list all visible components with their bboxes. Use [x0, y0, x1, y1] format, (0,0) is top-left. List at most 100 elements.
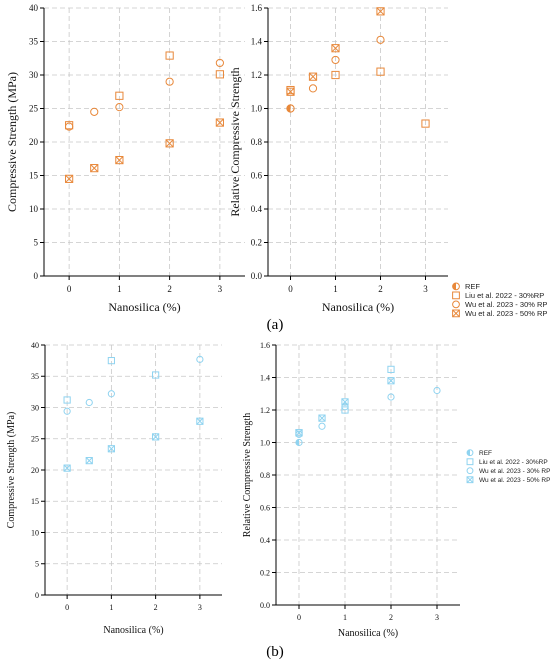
legend-label: Liu et al. 2022 - 30%RP	[479, 459, 548, 466]
data-point-cross-2	[341, 398, 349, 406]
data-point-box	[65, 174, 74, 183]
data-point-cross-2	[63, 464, 71, 472]
data-point	[115, 155, 124, 165]
data-point	[286, 104, 295, 113]
y-axis-label: Compressive Strength (MPa)	[5, 72, 19, 212]
y-tick-label: 0	[34, 271, 39, 281]
x-tick-label: 1	[109, 603, 113, 612]
y-tick-label: 5	[35, 560, 39, 569]
y-tick-label: 1.4	[260, 373, 270, 382]
data-point-fill	[286, 104, 291, 113]
x-tick-label: 0	[67, 284, 72, 294]
legend-label: Liu et al. 2022 - 30%RP	[465, 291, 544, 300]
data-point	[387, 365, 395, 373]
y-tick-label: 0.8	[251, 137, 263, 147]
panel-label-a: (a)	[267, 317, 284, 333]
y-tick-label: 25	[31, 435, 39, 444]
series-circle	[286, 35, 385, 113]
data-point-box	[107, 445, 115, 453]
series-halfcircle	[295, 438, 303, 447]
data-point	[115, 91, 124, 100]
legend-marker-outline	[466, 449, 474, 457]
legend-marker-cross-2	[466, 476, 474, 484]
data-point	[196, 355, 204, 363]
y-tick-label: 0.4	[260, 536, 270, 545]
series-square	[63, 357, 160, 404]
data-point-cross-2	[115, 156, 124, 165]
legend-marker-box	[452, 309, 460, 318]
data-point-box	[63, 464, 71, 472]
data-point-cross-2	[309, 72, 317, 81]
data-point-box	[115, 155, 124, 165]
x-axis-label: Nanosilica (%)	[322, 300, 394, 314]
data-point	[318, 414, 326, 422]
data-point	[65, 122, 74, 131]
data-point-cross-2	[107, 445, 115, 453]
x-tick-label: 1	[343, 613, 347, 622]
data-point-cross-2	[295, 429, 303, 437]
y-tick-label: 1.2	[251, 70, 262, 80]
legend-label: REF	[479, 450, 492, 457]
data-point	[308, 72, 318, 81]
y-tick-label: 0.2	[251, 238, 262, 248]
data-point	[433, 386, 441, 395]
data-point-box	[196, 417, 204, 425]
data-point-outline	[295, 438, 303, 447]
data-point-cross-2	[286, 87, 295, 96]
legend-marker	[452, 300, 460, 309]
data-point-cross-2	[196, 417, 204, 425]
y-axis-label: Relative Compressive Strength	[242, 413, 253, 537]
chart-b-left: 0 5 10 15 20 25 30 35 40 0 1 2 3 Nanosilica (%) Compre…	[6, 341, 222, 636]
series-squarex	[286, 7, 385, 96]
data-point-box	[295, 429, 303, 437]
x-axis-label: Nanosilica (%)	[338, 628, 398, 639]
data-point	[215, 70, 224, 79]
legend-marker-box	[466, 476, 474, 484]
data-point	[331, 70, 340, 80]
data-point-cross-2	[376, 7, 385, 16]
data-point	[341, 398, 349, 406]
y-tick-label: 0.4	[251, 204, 263, 214]
data-point-box	[85, 457, 93, 465]
y-tick-label: 10	[29, 204, 39, 214]
data-point	[215, 118, 224, 127]
data-point	[376, 7, 385, 16]
series-squarex	[295, 377, 395, 437]
legend-marker	[466, 449, 474, 457]
y-tick-label: 30	[29, 70, 39, 80]
y-tick-label: 20	[31, 466, 39, 475]
data-point-box	[331, 44, 340, 53]
y-tick-label: 5	[34, 238, 39, 248]
data-point	[107, 445, 115, 453]
x-tick-label: 3	[218, 284, 223, 294]
chart-a-right: 0.0 0.2 0.4 0.6 0.8 1.0 1.2 1.4 1.6 0 1 2 3 Nanosilic…	[228, 3, 547, 318]
legend-marker	[466, 458, 474, 466]
data-point-cross-2	[90, 164, 99, 173]
y-tick-label: 1.0	[251, 104, 263, 114]
data-point	[215, 58, 224, 68]
legend-marker	[452, 291, 460, 300]
y-tick-label: 1.2	[260, 406, 270, 415]
chart-b-right: 0.0 0.2 0.4 0.6 0.8 1.0 1.2 1.4 1.6 0 1 2 3 Nanosilic…	[242, 341, 550, 639]
panel-label-b: (b)	[266, 644, 284, 660]
y-tick-label: 1.6	[260, 341, 270, 350]
data-point-cross-2	[331, 44, 340, 53]
x-tick-label: 0	[288, 284, 293, 294]
data-point	[341, 403, 349, 411]
legend-marker	[466, 476, 474, 484]
x-tick-label: 1	[117, 284, 122, 294]
x-tick-label: 2	[378, 284, 383, 294]
y-tick-label: 1.6	[251, 3, 263, 13]
data-point-box	[341, 398, 349, 406]
data-point	[65, 174, 74, 183]
data-point	[107, 357, 115, 365]
x-tick-label: 0	[65, 603, 69, 612]
legend-label: Wu et al. 2023 - 30% RP	[465, 300, 547, 309]
x-tick-label: 3	[198, 603, 202, 612]
series-circle	[295, 386, 441, 438]
data-point-box	[308, 72, 318, 81]
y-tick-label: 0.0	[260, 601, 270, 610]
data-point-cross-2	[165, 139, 174, 148]
data-point-box	[387, 377, 395, 385]
legend-marker	[466, 467, 474, 475]
